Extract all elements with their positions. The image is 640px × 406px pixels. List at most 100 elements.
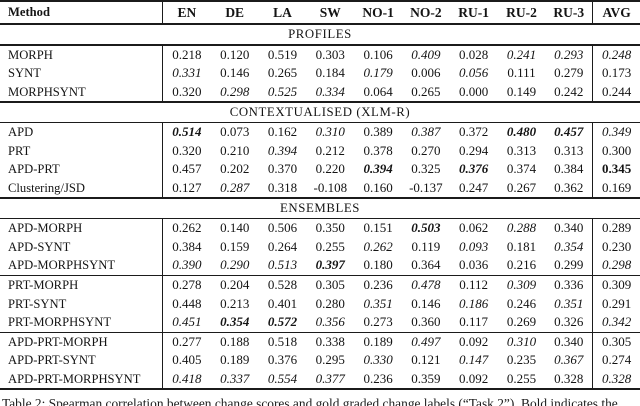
score-cell: 0.188: [220, 333, 250, 349]
avg-score-cell: 0.345: [601, 161, 632, 177]
score-cell: 0.273: [363, 314, 393, 330]
score-cell: 0.303: [315, 46, 345, 62]
avg-score-cell: 0.328: [601, 370, 632, 386]
score-cell: 0.092: [459, 333, 489, 349]
avg-score-cell: 0.248: [601, 46, 632, 62]
score-cell: 0.180: [363, 257, 393, 273]
score-cell: 0.140: [220, 220, 250, 236]
score-cell: 0.220: [315, 161, 345, 177]
results-table: Method EN DE LA SW NO-1 NO-2 RU-1 RU-2 RU-3 AVG PRO…: [0, 0, 640, 390]
score-cell: 0.119: [411, 238, 441, 254]
score-cell: 0.093: [459, 238, 489, 254]
score-cell: 0.356: [315, 314, 345, 330]
column-header: LA: [273, 4, 292, 20]
score-cell: 0.359: [411, 370, 441, 386]
score-cell: 0.457: [545, 123, 594, 142]
score-cell: -0.137: [409, 179, 443, 195]
avg-score-cell: 0.173: [601, 65, 632, 81]
score-cell: 0.270: [411, 142, 441, 158]
score-cell: 0.318: [267, 179, 298, 195]
score-cell: 0.265: [411, 83, 441, 99]
section-end-rule: [0, 101, 640, 103]
section-row: CONTEXTUALISED (XLM-R): [0, 103, 640, 122]
score-cell: 0.519: [267, 46, 298, 62]
score-cell: 0.330: [363, 352, 393, 368]
score-cell: 0.401: [267, 295, 298, 311]
score-cell: 0.062: [459, 220, 489, 236]
method-name: APD-PRT: [0, 160, 163, 179]
method-name: PRT-SYNT: [0, 294, 163, 314]
section-title-rule: [0, 217, 640, 220]
score-cell: 0.216: [506, 257, 537, 273]
column-header: RU-1: [458, 4, 490, 20]
score-cell: 0.218: [172, 46, 202, 62]
score-cell: 0.451: [172, 314, 202, 330]
score-cell: 0.278: [172, 277, 202, 293]
section-title: CONTEXTUALISED (XLM-R): [229, 104, 411, 119]
header-row: Method EN DE LA SW NO-1 NO-2 RU-1 RU-2 RU-3 AVG: [0, 1, 640, 23]
score-cell: 0.326: [545, 313, 594, 332]
table-row: APD-PRT-SYNT 0.405 0.189 0.376 0.295 0.330 0.1…: [0, 351, 640, 370]
score-cell: 0.374: [506, 161, 537, 177]
score-cell: 0.162: [267, 124, 298, 140]
avg-score-cell: 0.342: [601, 314, 632, 330]
score-cell: 0.362: [545, 178, 594, 198]
score-cell: 0.290: [220, 257, 250, 273]
score-cell: 0.384: [172, 238, 202, 254]
score-cell: 0.298: [220, 83, 250, 99]
score-cell: 0.288: [506, 220, 537, 236]
score-cell: -0.108: [313, 179, 348, 195]
score-cell: 0.503: [411, 220, 441, 236]
avg-score-cell: 0.298: [601, 257, 632, 273]
score-cell: 0.146: [220, 65, 250, 81]
score-cell: 0.212: [315, 142, 345, 158]
score-cell: 0.387: [411, 124, 441, 140]
score-cell: 0.405: [172, 352, 202, 368]
score-cell: 0.279: [545, 64, 594, 83]
section-end-rule: [0, 197, 640, 199]
avg-score-cell: 0.349: [601, 124, 632, 140]
method-name: APD-MORPH: [0, 219, 163, 238]
method-name: APD-SYNT: [0, 237, 163, 257]
score-cell: 0.265: [267, 65, 298, 81]
score-cell: 0.236: [363, 370, 393, 386]
score-cell: 0.336: [545, 276, 594, 295]
header-bottom-rule: [0, 22, 640, 25]
score-cell: 0.064: [363, 83, 393, 99]
method-name: MORPH: [0, 45, 163, 65]
column-header: DE: [225, 4, 245, 20]
score-cell: 0.267: [506, 179, 537, 195]
score-cell: 0.056: [459, 65, 489, 81]
section-row: PROFILES: [0, 25, 640, 44]
score-cell: 0.028: [459, 46, 489, 62]
table-row: APD 0.514 0.073 0.162 0.310 0.389 0.387 0.372 0.…: [0, 123, 640, 142]
avg-score-cell: 0.300: [601, 142, 632, 158]
score-cell: 0.513: [267, 257, 298, 273]
score-cell: 0.000: [459, 83, 489, 99]
score-cell: 0.457: [172, 161, 202, 177]
score-cell: 0.554: [267, 370, 298, 386]
avg-score-cell: 0.230: [601, 238, 632, 254]
score-cell: 0.497: [411, 333, 441, 349]
score-cell: 0.310: [315, 124, 345, 140]
column-header: NO-2: [410, 4, 442, 20]
score-cell: 0.370: [267, 161, 298, 177]
table-row: PRT-MORPHSYNT 0.451 0.354 0.572 0.356 0.273 0.…: [0, 313, 640, 332]
score-cell: 0.299: [545, 256, 594, 275]
score-cell: 0.354: [220, 314, 250, 330]
table-row: MORPH 0.218 0.120 0.519 0.303 0.106 0.409 0.028…: [0, 45, 640, 65]
group-divider-rule: [0, 331, 640, 333]
score-cell: 0.378: [363, 142, 393, 158]
score-cell: 0.277: [172, 333, 202, 349]
score-cell: 0.184: [315, 65, 345, 81]
score-cell: 0.340: [545, 219, 594, 238]
score-cell: 0.159: [220, 238, 250, 254]
column-header: AVG: [602, 4, 631, 20]
score-cell: 0.189: [363, 333, 393, 349]
score-cell: 0.376: [459, 161, 489, 177]
score-cell: 0.320: [172, 142, 202, 158]
score-cell: 0.351: [363, 295, 393, 311]
score-cell: 0.394: [363, 161, 393, 177]
score-cell: 0.384: [545, 160, 594, 179]
